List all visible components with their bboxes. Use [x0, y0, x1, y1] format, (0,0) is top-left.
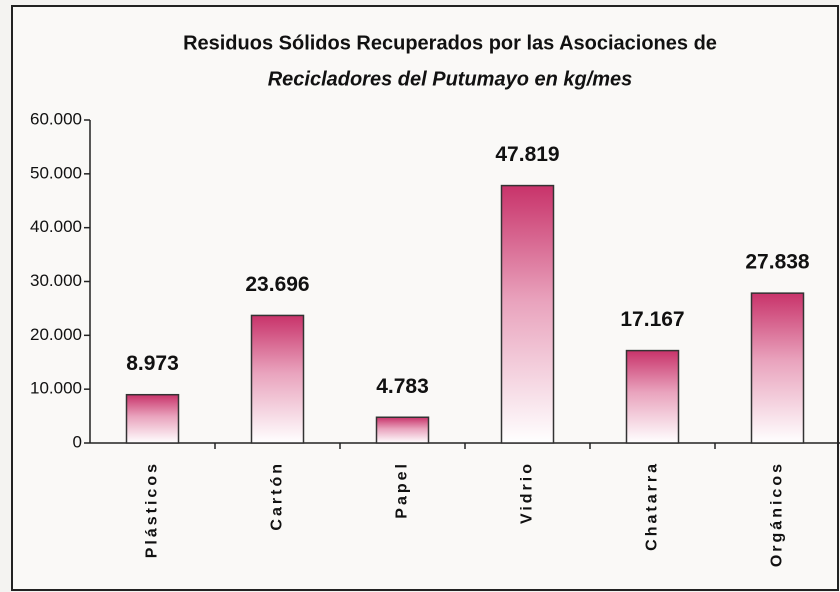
x-tick-label: Cartón — [269, 461, 286, 531]
value-label: 8.973 — [126, 352, 179, 375]
frame — [11, 5, 839, 591]
bar — [250, 314, 305, 444]
chart-subtitle: Recicladores del Putumayo en kg/mes — [268, 68, 633, 90]
chart-title: Residuos Sólidos Recuperados por las Aso… — [183, 32, 717, 54]
x-tick-label: Papel — [394, 461, 411, 519]
y-tick-label: 10.000 — [30, 379, 82, 398]
y-tick-label: 20.000 — [30, 325, 82, 344]
bar — [625, 349, 680, 444]
bar — [750, 292, 805, 444]
bar — [500, 184, 555, 444]
x-tick-label: Vidrio — [519, 461, 536, 524]
y-tick-label: 0 — [73, 432, 82, 451]
value-label: 47.819 — [495, 143, 559, 166]
y-tick-label: 40.000 — [30, 217, 82, 236]
value-label: 23.696 — [245, 273, 309, 296]
x-tick-label: Plásticos — [144, 461, 161, 558]
value-label: 17.167 — [620, 308, 684, 331]
x-tick-label: Chatarra — [644, 461, 661, 551]
y-tick-label: 50.000 — [30, 163, 82, 182]
y-tick-label: 30.000 — [30, 271, 82, 290]
bar — [125, 393, 180, 444]
value-label: 4.783 — [376, 375, 429, 398]
x-tick-label: Orgánicos — [769, 461, 786, 567]
value-label: 27.838 — [745, 251, 810, 274]
y-tick-label: 60.000 — [30, 109, 82, 128]
bar — [375, 416, 430, 444]
